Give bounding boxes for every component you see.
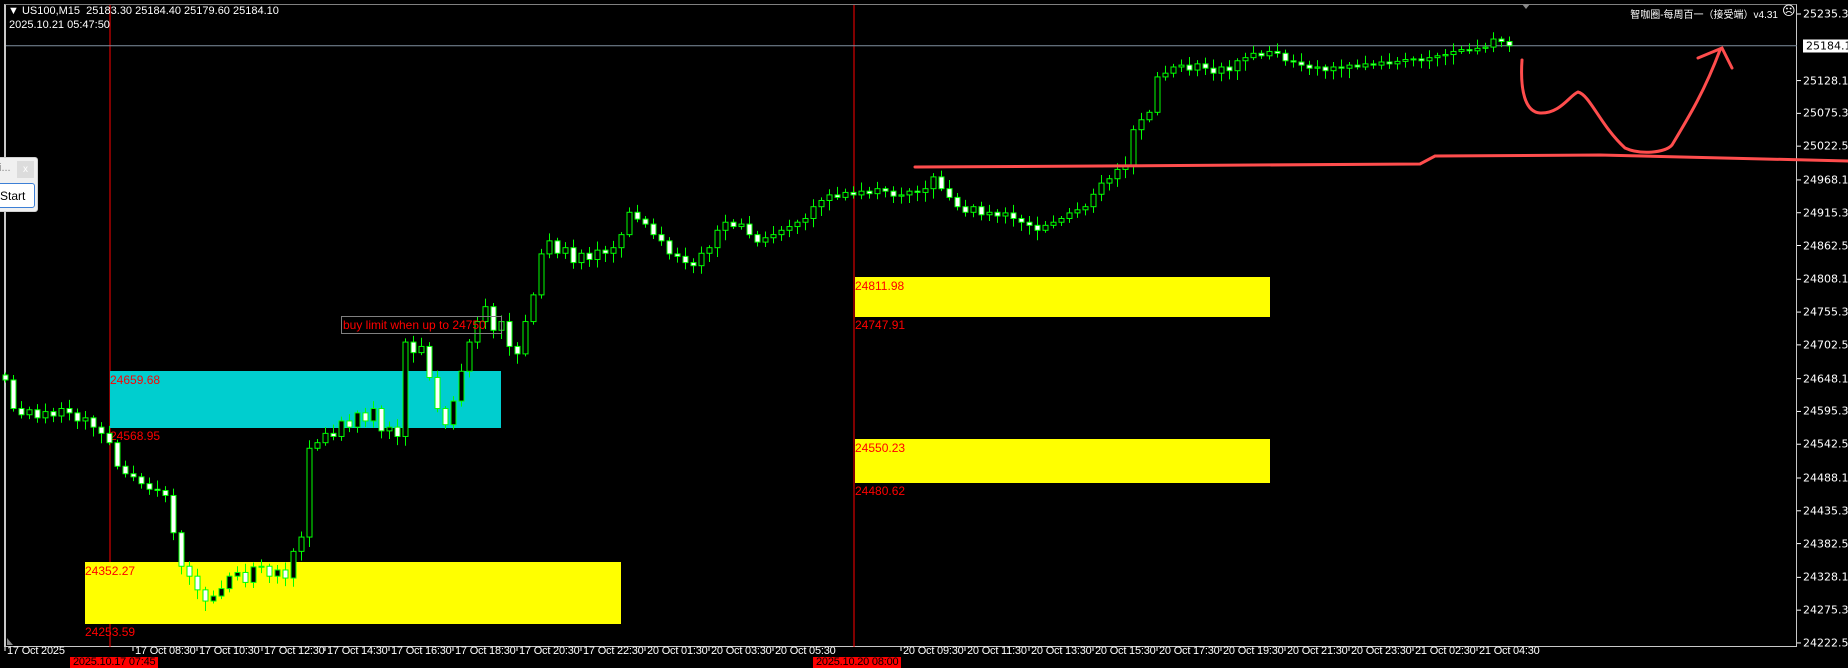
time-axis-label: 17 Oct 08:30 xyxy=(135,645,196,657)
time-axis-label: 17 Oct 12:30 xyxy=(264,645,325,657)
time-axis-label: 21 Oct 02:30 xyxy=(1415,645,1476,657)
upper-zone-2 xyxy=(855,439,1270,483)
time-axis-label: 20 Oct 17:30 xyxy=(1159,645,1220,657)
chart-text-note[interactable]: buy limit when up to 24750 xyxy=(341,316,502,334)
time-axis-label: 20 Oct 01:30 xyxy=(647,645,708,657)
price-axis-label: 24542.50 xyxy=(1803,437,1848,451)
price-axis-label: 24648.10 xyxy=(1803,372,1848,386)
chart-shift-marker-icon xyxy=(1522,4,1530,9)
server-time: 2025.10.21 05:47:50 xyxy=(9,19,110,31)
frown-face-icon: ☹ xyxy=(1782,3,1796,18)
time-axis-label: 20 Oct 19:30 xyxy=(1223,645,1284,657)
indicator-label: 智咖圈-每周百一（接受端）v4.31 xyxy=(1630,10,1778,21)
zone-2-top-price: 24659.68 xyxy=(110,373,161,388)
panel-title: i... xyxy=(0,162,11,174)
zone-4-top-price: 24550.23 xyxy=(855,441,906,456)
price-axis-label: 24862.50 xyxy=(1803,239,1848,252)
time-axis-label: 17 Oct 20:30 xyxy=(519,645,580,657)
price-axis-label: 24328.10 xyxy=(1803,570,1848,584)
upper-zone-1 xyxy=(855,276,1270,317)
time-axis-label: 17 Oct 16:30 xyxy=(391,645,452,657)
time-axis-label: 20 Oct 21:30 xyxy=(1287,645,1348,657)
time-axis-label: 20 Oct 15:30 xyxy=(1095,645,1156,657)
time-axis-label: 17 Oct 22:30 xyxy=(583,645,644,657)
price-axis-label: 24435.30 xyxy=(1803,504,1848,518)
separator-time-label: 2025.10.17 07:45 xyxy=(70,657,159,668)
time-axis-label: 20 Oct 03:30 xyxy=(711,645,772,657)
price-axis-label: 25022.50 xyxy=(1803,139,1848,153)
time-axis-label: 17 Oct 18:30 xyxy=(455,645,516,657)
symbol-label: US100,M15 xyxy=(21,5,81,17)
time-axis-label: 17 Oct 14:30 xyxy=(327,645,388,657)
price-axis-label: 24808.10 xyxy=(1803,272,1848,286)
price-axis-label: 24382.50 xyxy=(1803,537,1848,551)
symbol-dropdown[interactable]: ▼ US100,M15 25183.30 25184.40 25179.60 2… xyxy=(8,5,279,17)
zone-2-bottom-price: 24568.95 xyxy=(110,428,161,443)
zone-3-top-price: 24811.98 xyxy=(855,278,905,293)
zone-4-bottom-price: 24480.62 xyxy=(855,483,906,498)
price-axis-label: 24915.30 xyxy=(1803,206,1848,220)
demand-zone-1 xyxy=(85,562,621,624)
zone-1-top-price: 24352.27 xyxy=(85,564,136,579)
time-axis-label: 20 Oct 09:30 xyxy=(903,645,964,657)
price-axis-label: 25128.10 xyxy=(1803,74,1848,88)
price-axis-label: 24755.30 xyxy=(1803,305,1848,319)
separator-time-label: 2025.10.20 08:00 xyxy=(813,657,902,668)
ea-panel: i... x Start xyxy=(0,157,38,212)
zone-3-bottom-price: 24747.91 xyxy=(855,317,906,332)
dropdown-triangle-icon: ▼ xyxy=(8,5,19,17)
price-axis-label: 24275.30 xyxy=(1803,603,1848,617)
time-axis-label: 17 Oct 2025 xyxy=(7,645,65,657)
time-axis-label: 20 Oct 05:30 xyxy=(775,645,836,657)
time-axis-label: 20 Oct 23:30 xyxy=(1351,645,1412,657)
time-axis-label: 17 Oct 10:30 xyxy=(199,645,260,657)
price-axis-label: 25075.30 xyxy=(1803,106,1848,120)
price-axis-label: 24488.10 xyxy=(1803,471,1848,485)
time-axis-label: 21 Oct 04:30 xyxy=(1479,645,1540,657)
scroll-marker-icon xyxy=(7,638,13,645)
price-axis-label: 24222.50 xyxy=(1803,636,1848,650)
cyan-zone xyxy=(110,371,501,428)
zone-1-bottom-price: 24253.59 xyxy=(85,624,136,639)
time-axis-label: 20 Oct 13:30 xyxy=(1031,645,1092,657)
time-axis-label: 20 Oct 11:30 xyxy=(967,645,1027,657)
current-price-label: 25184.10 xyxy=(1803,39,1848,53)
price-axis-label: 25235.30 xyxy=(1803,7,1848,21)
chart-area[interactable] xyxy=(4,4,1797,647)
price-axis-label: 24968.10 xyxy=(1803,173,1848,187)
start-button[interactable]: Start xyxy=(0,183,35,208)
price-axis-label: 24702.50 xyxy=(1803,338,1848,352)
ohlc-values: 25183.30 25184.40 25179.60 25184.10 xyxy=(86,5,279,17)
close-button[interactable]: x xyxy=(17,161,34,178)
price-axis-label: 24595.30 xyxy=(1803,404,1848,418)
